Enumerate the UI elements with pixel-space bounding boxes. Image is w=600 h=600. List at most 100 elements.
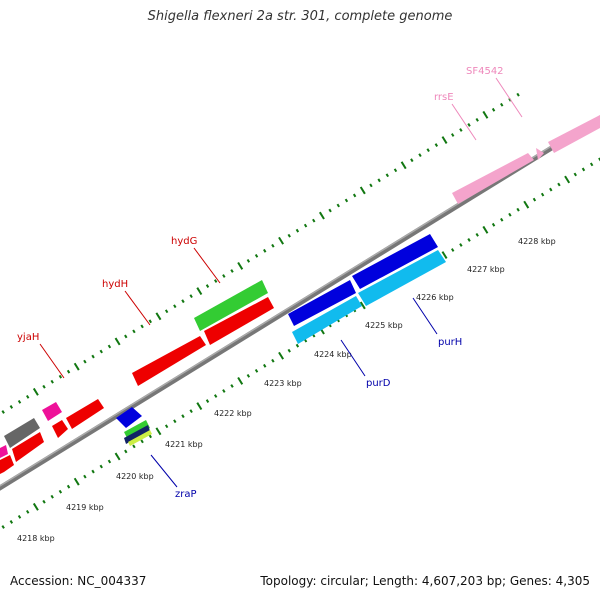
minor-tick xyxy=(1,525,5,529)
major-tick xyxy=(73,362,80,371)
minor-tick xyxy=(287,233,291,238)
minor-tick xyxy=(164,424,169,429)
major-tick xyxy=(32,387,39,396)
minor-tick xyxy=(148,319,152,324)
minor-tick xyxy=(42,384,46,389)
gene-label-forward[interactable]: hydH xyxy=(102,279,128,290)
gene-pink-arrow-small[interactable] xyxy=(536,148,544,160)
major-tick xyxy=(114,452,121,461)
gene-green-arrow[interactable] xyxy=(194,280,268,331)
gene-red-arrow[interactable] xyxy=(204,297,274,345)
major-tick xyxy=(441,136,448,144)
gene-yellow-stripe[interactable] xyxy=(128,430,152,446)
minor-tick xyxy=(26,509,30,514)
gene-leader-line xyxy=(340,339,366,377)
gene-red-arrow[interactable] xyxy=(132,336,206,386)
minor-tick xyxy=(467,238,471,242)
minor-tick xyxy=(205,399,210,403)
gene-label-reverse[interactable]: purH xyxy=(438,337,462,348)
minor-tick xyxy=(58,489,63,494)
minor-tick xyxy=(369,183,373,188)
gene-blue-arrow[interactable] xyxy=(116,407,142,428)
major-tick xyxy=(278,351,285,360)
gene-red-arrow[interactable] xyxy=(12,432,44,462)
major-tick xyxy=(278,236,285,245)
tick-label: 4227 kbp xyxy=(467,265,505,274)
major-tick xyxy=(237,376,244,385)
minor-tick xyxy=(164,309,169,314)
minor-tick xyxy=(173,304,177,309)
tick-label: 4225 kbp xyxy=(365,321,403,330)
gene-pink-arrow[interactable] xyxy=(548,115,600,153)
minor-tick xyxy=(410,158,414,163)
minor-tick xyxy=(189,294,193,299)
genome-summary-text: Topology: circular; Length: 4,607,203 bp… xyxy=(260,574,590,588)
minor-tick xyxy=(271,358,275,363)
major-tick xyxy=(196,287,203,296)
major-tick xyxy=(114,337,121,346)
gene-label-forward[interactable]: SF4542 xyxy=(466,66,504,77)
gene-cyan-arrow[interactable] xyxy=(358,250,446,306)
gene-leader-line xyxy=(193,247,221,284)
minor-tick xyxy=(336,203,340,208)
minor-tick xyxy=(459,128,463,132)
minor-tick xyxy=(303,223,308,228)
minor-tick xyxy=(508,212,512,217)
minor-tick xyxy=(83,359,87,364)
gene-red-arrow[interactable] xyxy=(0,455,14,474)
minor-tick xyxy=(246,374,251,378)
minor-tick xyxy=(99,349,103,354)
minor-tick xyxy=(246,259,251,263)
map-title: Shigella flexneri 2a str. 301, complete … xyxy=(147,9,453,24)
gene-label-forward[interactable]: hydG xyxy=(171,236,197,247)
gene-gray-block[interactable] xyxy=(4,418,40,448)
major-tick xyxy=(564,175,571,184)
gene-cyan-arrow[interactable] xyxy=(292,296,362,344)
gene-magenta-block[interactable] xyxy=(42,402,62,421)
gene-magenta-block[interactable] xyxy=(0,445,8,458)
minor-tick xyxy=(213,279,218,283)
minor-tick xyxy=(230,384,234,388)
major-tick xyxy=(32,502,39,511)
minor-tick xyxy=(181,414,185,419)
minor-tick xyxy=(271,243,275,248)
minor-tick xyxy=(99,464,103,469)
minor-tick xyxy=(581,167,586,172)
tick-label: 4218 kbp xyxy=(17,534,55,543)
minor-tick xyxy=(66,484,71,489)
minor-tick xyxy=(140,439,144,444)
gene-blue-arrow[interactable] xyxy=(288,280,356,326)
gene-leader-line xyxy=(451,103,477,141)
lower-tick-track xyxy=(1,157,600,529)
minor-tick xyxy=(213,394,218,398)
major-tick xyxy=(155,427,162,436)
gene-label-reverse[interactable]: zraP xyxy=(175,489,197,500)
minor-tick xyxy=(532,197,537,202)
minor-tick xyxy=(50,379,54,384)
minor-tick xyxy=(181,299,185,304)
minor-tick xyxy=(132,329,136,334)
tick-label: 4223 kbp xyxy=(264,379,302,388)
minor-tick xyxy=(254,253,259,258)
upper-tick-track xyxy=(1,92,520,414)
gene-label-forward[interactable]: rrsE xyxy=(434,92,454,103)
tick-label: 4222 kbp xyxy=(214,409,252,418)
major-tick xyxy=(359,186,366,195)
major-tick xyxy=(155,312,162,321)
gene-red-arrow[interactable] xyxy=(66,399,104,429)
gene-pink-arrow[interactable] xyxy=(452,153,534,204)
gene-label-reverse[interactable]: purD xyxy=(366,378,391,389)
minor-tick xyxy=(451,248,455,252)
minor-tick xyxy=(254,368,259,373)
gene-navy-stripe[interactable] xyxy=(124,425,150,444)
gene-blue-arrow[interactable] xyxy=(352,234,438,289)
minor-tick xyxy=(377,178,381,183)
gene-leader-line xyxy=(39,343,65,379)
gene-red-block[interactable] xyxy=(52,420,68,438)
minor-tick xyxy=(230,269,234,273)
minor-tick xyxy=(557,182,561,187)
minor-tick xyxy=(500,217,504,222)
minor-tick xyxy=(124,449,128,454)
minor-tick xyxy=(540,192,545,197)
gene-label-forward[interactable]: yjaH xyxy=(17,332,39,343)
